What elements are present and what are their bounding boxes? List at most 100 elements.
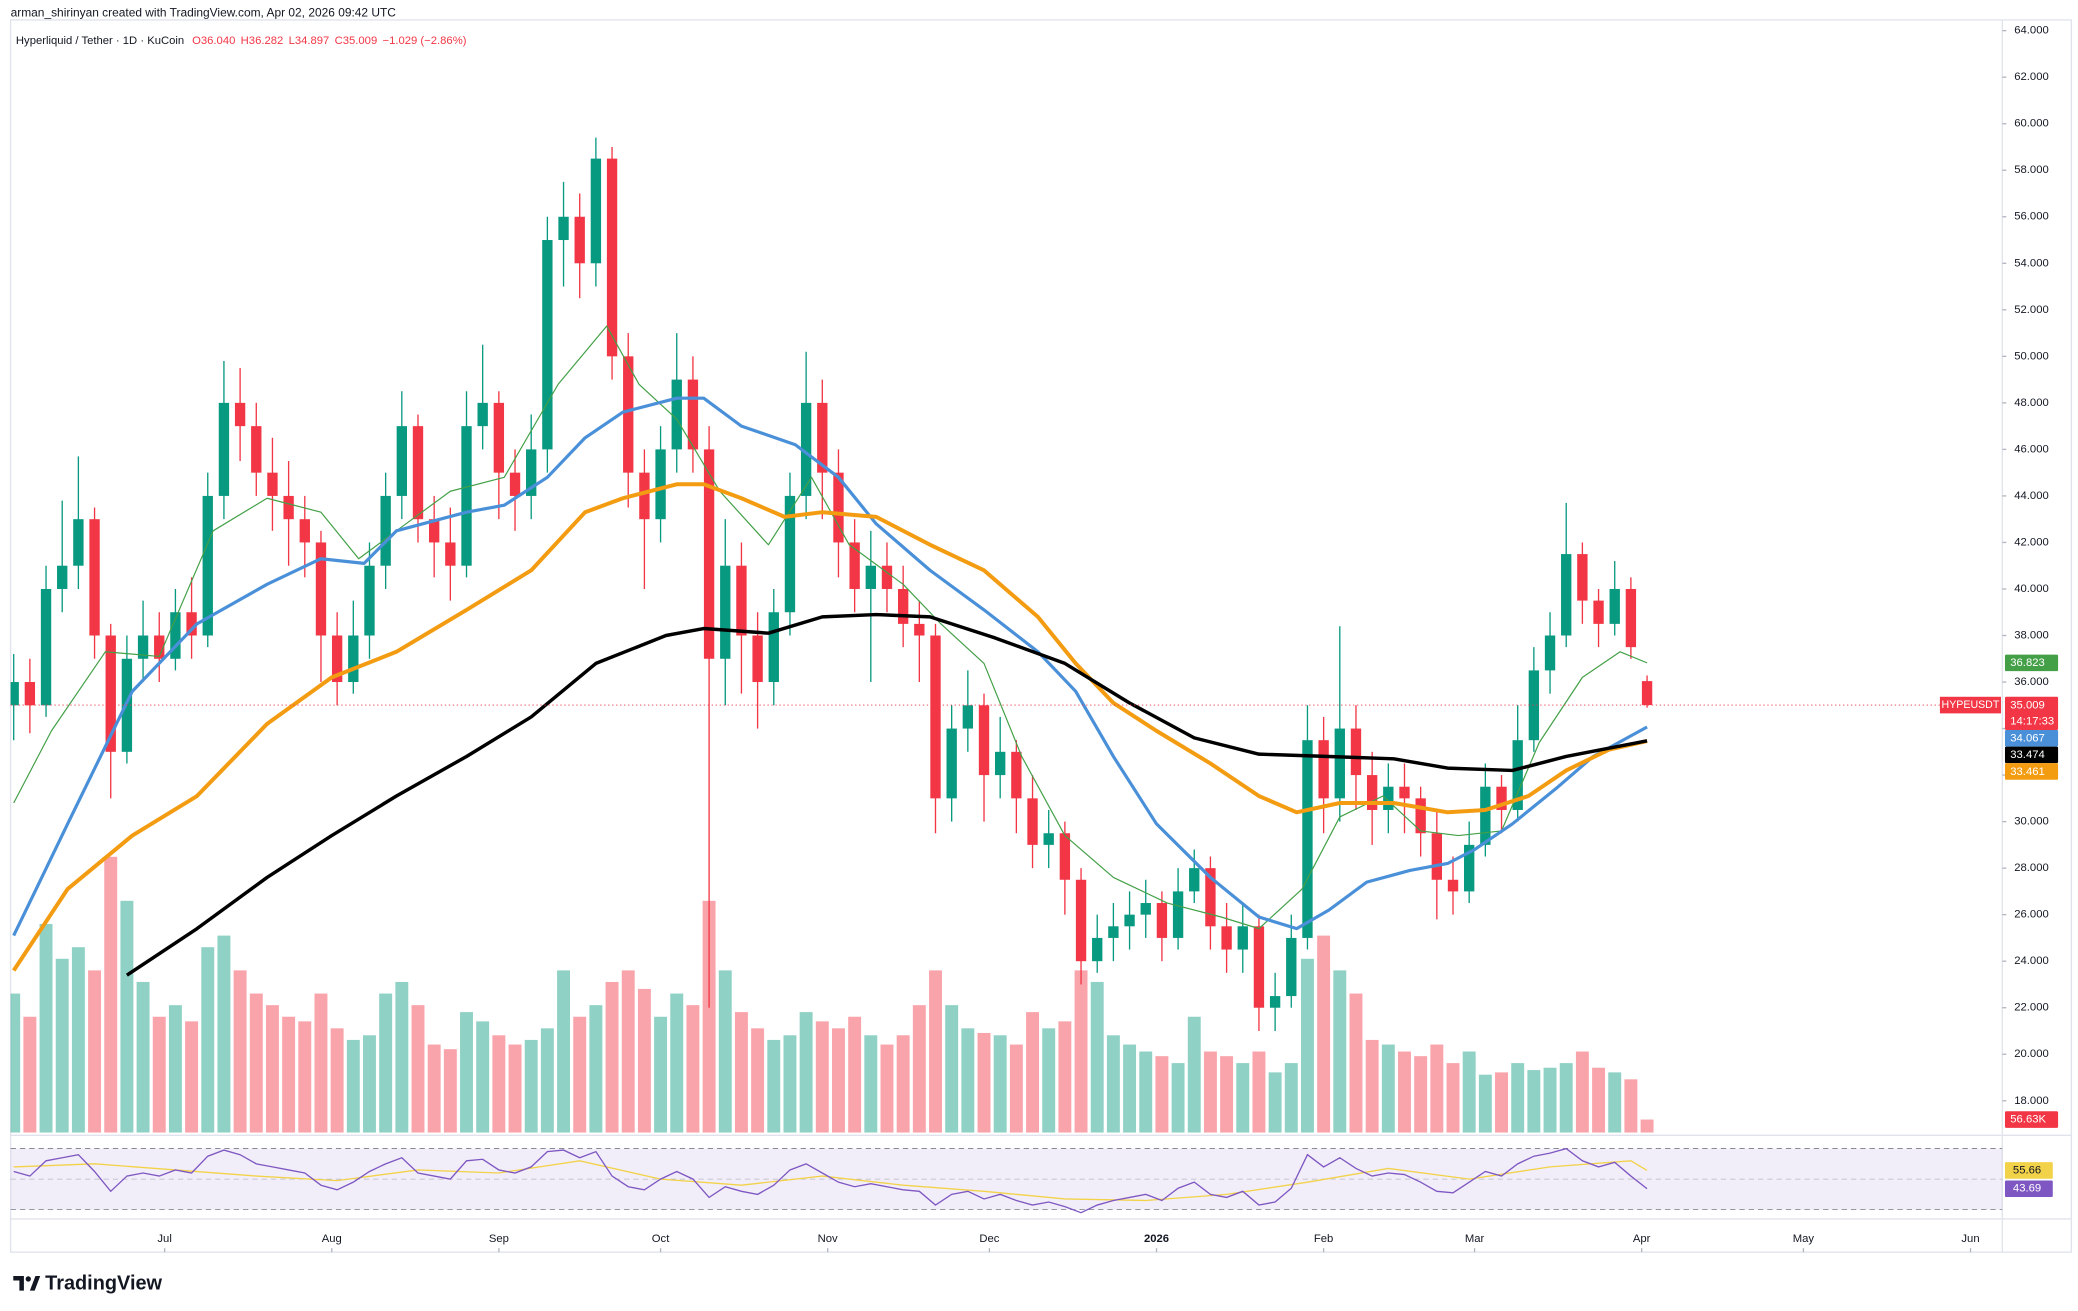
x-tick-label: Aug: [322, 1233, 342, 1245]
candle-body: [1366, 775, 1378, 810]
y-tick-label: 28.000: [2014, 862, 2048, 874]
candle-body: [1561, 554, 1572, 636]
x-tick-label: Jun: [1961, 1233, 1979, 1245]
candle-body: [930, 635, 941, 799]
volume-bar: [848, 1016, 862, 1133]
volume-bar: [1333, 970, 1347, 1133]
candle-body: [412, 426, 424, 520]
volume-bar: [395, 981, 409, 1133]
rsi-pane: [10, 1147, 2003, 1214]
volume-bar: [23, 1016, 37, 1133]
volume-bar: [185, 1021, 199, 1133]
candle-body: [865, 565, 876, 589]
candle-body: [1544, 635, 1556, 671]
legend-ohlc: C35.009: [335, 35, 378, 47]
volume-bar: [977, 1032, 991, 1133]
ma-value-label: 36.823: [2010, 657, 2044, 669]
volume-bar: [1446, 1063, 1460, 1133]
volume-bar: [1559, 1063, 1573, 1133]
volume-bar: [136, 981, 150, 1133]
candle-body: [73, 519, 84, 566]
candle-body: [1140, 903, 1151, 915]
ma-badge: [2004, 654, 2059, 672]
volume-bar: [524, 1039, 538, 1133]
y-tick-label: 22.000: [2014, 1002, 2048, 1014]
candle-body: [202, 495, 213, 636]
x-tick-label: Feb: [1314, 1233, 1333, 1245]
y-tick-label: 24.000: [2014, 955, 2048, 967]
volume-bar: [71, 947, 85, 1133]
candle-body: [105, 635, 116, 752]
candle-body: [461, 426, 472, 566]
candle-body: [299, 519, 310, 543]
x-tick-label: Dec: [979, 1233, 999, 1245]
candle-body: [380, 495, 391, 566]
candle-body: [1641, 681, 1653, 706]
volume-bar: [104, 856, 118, 1133]
candle-body: [671, 379, 682, 450]
volume-bar: [1106, 1035, 1120, 1133]
candle-body: [396, 426, 407, 496]
volume-bar: [346, 1039, 360, 1133]
candle-body: [428, 519, 440, 543]
moving-average-line: [12, 396, 1648, 937]
volume-bar: [1300, 958, 1314, 1133]
legend-ohlc: H36.282: [241, 35, 284, 47]
volume-bar: [637, 988, 651, 1133]
volume-bar: [282, 1016, 296, 1133]
logo-text: TradingView: [45, 1272, 162, 1294]
rsi-ma-line: [13, 1160, 1648, 1202]
candle-body: [736, 565, 747, 636]
volume-bar: [670, 993, 684, 1133]
volume-bar: [831, 1028, 845, 1133]
y-tick-label: 44.000: [2014, 490, 2048, 502]
y-tick-label: 42.000: [2014, 536, 2048, 548]
volume-bar: [1090, 981, 1104, 1133]
y-tick-label: 36.000: [2014, 676, 2048, 688]
volume-bar: [88, 970, 102, 1133]
candle-body: [1092, 937, 1103, 962]
volume-bar: [1042, 1028, 1056, 1133]
ma-badge: [2004, 746, 2059, 764]
candle-body: [606, 158, 618, 357]
volume-bar: [1236, 1063, 1250, 1133]
volume-bar: [1462, 1051, 1476, 1133]
volume-bar: [734, 1012, 748, 1133]
volume-bar: [1624, 1079, 1638, 1133]
volume-bar: [767, 1039, 781, 1133]
volume-label: 56.63K: [2010, 1114, 2046, 1126]
candle-body: [962, 705, 974, 729]
volume-bar: [1155, 1056, 1169, 1133]
volume-bar: [39, 924, 53, 1133]
candle-body: [364, 565, 375, 636]
last-price-label: 35.009: [2010, 699, 2044, 711]
candle-body: [995, 751, 1006, 776]
candle-body: [1528, 670, 1540, 741]
volume-bar: [1284, 1063, 1298, 1133]
candle-body: [590, 158, 602, 264]
volume-bar: [55, 958, 69, 1133]
logo-icon: [13, 1276, 24, 1291]
logo-icon: [29, 1276, 41, 1291]
chart-frame: [9, 19, 2073, 1253]
candle-body: [1172, 891, 1184, 938]
volume-bar: [1592, 1067, 1606, 1133]
candle-body: [348, 635, 359, 683]
volume-bar: [443, 1049, 457, 1133]
volume-bar: [249, 993, 263, 1133]
volume-bar: [330, 1028, 344, 1133]
candle-body: [1237, 926, 1248, 950]
volume-bar: [427, 1044, 441, 1133]
candle-body: [283, 495, 294, 520]
volume-bar: [10, 993, 21, 1133]
candle-body: [817, 402, 828, 473]
countdown-label: 14:17:33: [2010, 715, 2054, 727]
candle-body: [1302, 740, 1313, 938]
candle-body: [687, 379, 699, 450]
volume-bar: [476, 1021, 490, 1133]
candle-body: [1027, 798, 1038, 845]
candle-body: [234, 402, 246, 427]
candle-body: [1253, 926, 1265, 1008]
y-tick-label: 60.000: [2014, 118, 2048, 130]
rsi-badge: [2004, 1180, 2053, 1198]
